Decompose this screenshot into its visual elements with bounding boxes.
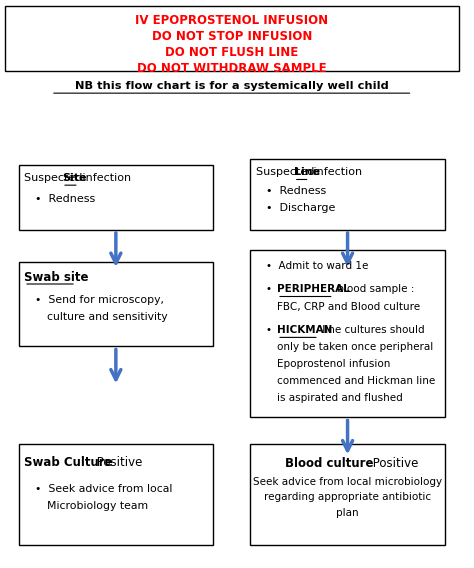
Text: PERIPHERAL: PERIPHERAL [277,284,350,294]
Text: •: • [266,284,279,294]
FancyBboxPatch shape [250,159,445,230]
Text: Positive: Positive [369,457,419,470]
FancyBboxPatch shape [18,444,213,545]
Text: DO NOT STOP INFUSION: DO NOT STOP INFUSION [152,30,312,43]
Text: regarding appropriate antibiotic: regarding appropriate antibiotic [264,492,431,503]
Text: •: • [266,325,279,335]
Text: •  Admit to ward 1e: • Admit to ward 1e [266,261,369,272]
Text: Epoprostenol infusion: Epoprostenol infusion [277,359,391,369]
FancyBboxPatch shape [18,165,213,230]
Text: Microbiology team: Microbiology team [47,501,148,511]
Text: DO NOT WITHDRAW SAMPLE: DO NOT WITHDRAW SAMPLE [137,62,327,75]
Text: Seek advice from local microbiology: Seek advice from local microbiology [253,477,442,487]
Text: line cultures should: line cultures should [319,325,424,335]
Text: infection: infection [310,167,362,177]
FancyBboxPatch shape [250,250,445,417]
Text: infection: infection [79,173,131,183]
Text: plan: plan [336,508,359,518]
Text: culture and sensitivity: culture and sensitivity [47,312,168,323]
Text: blood sample :: blood sample : [334,284,414,294]
Text: FBC, CRP and Blood culture: FBC, CRP and Blood culture [277,302,420,312]
Text: •  Seek advice from local: • Seek advice from local [35,484,172,494]
Text: Suspected: Suspected [24,173,86,183]
Text: Blood culture: Blood culture [285,457,374,470]
FancyBboxPatch shape [250,444,445,545]
Text: only be taken once peripheral: only be taken once peripheral [277,342,433,352]
Text: •  Discharge: • Discharge [266,203,336,214]
Text: Positive: Positive [93,456,142,469]
Text: •  Redness: • Redness [266,186,327,197]
Text: •  Redness: • Redness [35,194,95,204]
Text: NB this flow chart is for a systemically well child: NB this flow chart is for a systemically… [75,81,389,91]
Text: commenced and Hickman line: commenced and Hickman line [277,376,436,386]
Text: Site: Site [62,173,87,183]
Text: HICKMAN: HICKMAN [277,325,332,335]
Text: is aspirated and flushed: is aspirated and flushed [277,393,403,403]
Text: Swab Culture: Swab Culture [24,456,113,469]
FancyBboxPatch shape [5,6,459,71]
Text: Swab site: Swab site [24,271,89,284]
Text: Suspected: Suspected [256,167,318,177]
Text: •  Send for microscopy,: • Send for microscopy, [35,295,164,306]
FancyBboxPatch shape [18,262,213,346]
Text: DO NOT FLUSH LINE: DO NOT FLUSH LINE [165,46,298,59]
Text: Line: Line [294,167,320,177]
Text: IV EPOPROSTENOL INFUSION: IV EPOPROSTENOL INFUSION [135,14,328,27]
